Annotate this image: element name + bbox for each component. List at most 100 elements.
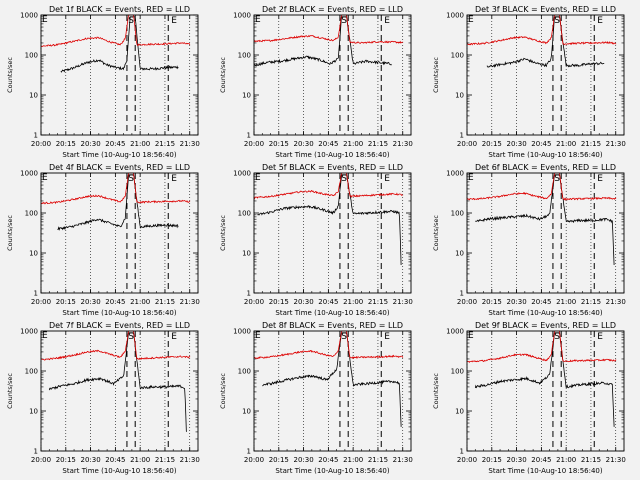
marker-e-right: E xyxy=(171,174,177,184)
y-axis-label: Counts/sec xyxy=(219,57,227,93)
plot-frame xyxy=(253,172,412,294)
y-tick-label: 1 xyxy=(460,132,464,140)
y-tick-label: 1000 xyxy=(20,170,38,178)
y-tick-label: 1 xyxy=(460,290,464,298)
series-lld-line xyxy=(253,330,404,360)
x-tick-label: 21:15 xyxy=(155,140,175,148)
x-axis-label: Start Time (10-Aug-10 18:56:40) xyxy=(62,309,176,317)
x-tick-label: 21:15 xyxy=(155,298,175,306)
x-tick-label: 20:30 xyxy=(506,456,526,464)
y-tick-label: 10 xyxy=(242,408,251,416)
y-axis-label: Counts/sec xyxy=(432,57,440,93)
x-tick-label: 20:45 xyxy=(531,298,551,306)
x-tick-label: 21:00 xyxy=(556,140,576,148)
marker-s: S xyxy=(554,16,560,26)
y-axis-label: Counts/sec xyxy=(219,215,227,251)
x-tick-label: 20:45 xyxy=(318,140,338,148)
marker-s: S xyxy=(554,332,560,342)
y-tick-label: 1 xyxy=(34,448,38,456)
plot-frame xyxy=(466,14,625,136)
panel-det-4: Det 4f BLACK = Events, RED = LLD Counts/s… xyxy=(6,163,200,317)
y-tick-label: 1000 xyxy=(233,170,251,178)
marker-e-right: E xyxy=(384,16,390,26)
x-tick-label: 21:15 xyxy=(368,456,388,464)
x-tick-label: 20:30 xyxy=(293,140,313,148)
panel-det-8: Det 8f BLACK = Events, RED = LLD Counts/s… xyxy=(219,321,413,475)
panel-title: Det 7f BLACK = Events, RED = LLD xyxy=(49,321,190,330)
panel-det-3: Det 3f BLACK = Events, RED = LLD Counts/s… xyxy=(432,5,626,159)
x-tick-label: 20:00 xyxy=(457,298,477,306)
x-tick-label: 20:15 xyxy=(269,456,289,464)
x-tick-label: 20:00 xyxy=(244,140,264,148)
x-tick-label: 21:30 xyxy=(393,298,413,306)
marker-s: S xyxy=(128,174,134,184)
y-axis-label: Counts/sec xyxy=(6,215,14,251)
marker-s: S xyxy=(341,332,347,342)
y-tick-label: 10 xyxy=(455,250,464,258)
series-lld-line xyxy=(466,14,617,46)
y-tick-label: 100 xyxy=(238,52,251,60)
x-axis-label: Start Time (10-Aug-10 18:56:40) xyxy=(275,467,389,475)
x-axis-label: Start Time (10-Aug-10 18:56:40) xyxy=(275,151,389,159)
x-tick-label: 20:15 xyxy=(482,456,502,464)
panel-det-7: Det 7f BLACK = Events, RED = LLD Counts/s… xyxy=(6,321,200,475)
panel-det-5: Det 5f BLACK = Events, RED = LLD Counts/s… xyxy=(219,163,413,317)
x-tick-label: 20:00 xyxy=(31,298,51,306)
x-tick-label: 20:30 xyxy=(506,298,526,306)
x-tick-label: 21:00 xyxy=(556,298,576,306)
x-tick-label: 20:45 xyxy=(318,298,338,306)
y-axis-label: Counts/sec xyxy=(6,57,14,93)
x-tick-label: 20:00 xyxy=(457,456,477,464)
panel-title: Det 1f BLACK = Events, RED = LLD xyxy=(49,5,190,14)
x-axis-label: Start Time (10-Aug-10 18:56:40) xyxy=(488,151,602,159)
marker-s: S xyxy=(341,174,347,184)
x-tick-label: 20:30 xyxy=(80,298,100,306)
plot-frame xyxy=(253,14,412,136)
x-tick-label: 20:00 xyxy=(457,140,477,148)
x-tick-label: 21:15 xyxy=(155,456,175,464)
x-tick-label: 21:30 xyxy=(606,456,626,464)
y-tick-label: 1000 xyxy=(20,12,38,20)
y-tick-label: 1000 xyxy=(233,12,251,20)
y-tick-label: 1000 xyxy=(446,328,464,336)
x-tick-label: 21:30 xyxy=(393,456,413,464)
x-axis-label: Start Time (10-Aug-10 18:56:40) xyxy=(488,467,602,475)
y-tick-label: 10 xyxy=(242,92,251,100)
x-tick-label: 21:30 xyxy=(393,140,413,148)
y-axis-label: Counts/sec xyxy=(432,215,440,251)
x-tick-label: 20:15 xyxy=(56,298,76,306)
x-axis-label: Start Time (10-Aug-10 18:56:40) xyxy=(62,151,176,159)
plot-frame xyxy=(253,330,412,452)
marker-e-right: E xyxy=(597,332,603,342)
series-events-line xyxy=(262,332,402,427)
series-events-line xyxy=(48,332,187,432)
x-tick-label: 20:30 xyxy=(293,456,313,464)
x-tick-label: 20:15 xyxy=(269,140,289,148)
x-tick-label: 20:15 xyxy=(269,298,289,306)
series-events-line xyxy=(60,16,179,73)
marker-e-right: E xyxy=(597,16,603,26)
x-tick-label: 21:00 xyxy=(343,456,363,464)
marker-s: S xyxy=(341,16,347,26)
series-events-line xyxy=(253,16,392,67)
x-tick-label: 20:00 xyxy=(31,456,51,464)
y-tick-label: 100 xyxy=(451,368,464,376)
marker-e-left: E xyxy=(468,173,474,183)
series-lld-line xyxy=(466,330,617,363)
series-events-line xyxy=(257,174,402,266)
x-tick-label: 20:45 xyxy=(105,456,125,464)
x-tick-label: 20:45 xyxy=(531,456,551,464)
y-tick-label: 1 xyxy=(247,448,251,456)
x-tick-label: 21:30 xyxy=(606,298,626,306)
series-lld-line xyxy=(253,14,404,45)
x-tick-label: 20:30 xyxy=(506,140,526,148)
x-tick-label: 21:30 xyxy=(180,140,200,148)
plot-frame xyxy=(40,14,199,136)
x-tick-label: 20:15 xyxy=(56,140,76,148)
y-tick-label: 1 xyxy=(34,290,38,298)
y-tick-label: 1000 xyxy=(20,328,38,336)
x-tick-label: 20:30 xyxy=(293,298,313,306)
marker-e-left: E xyxy=(255,15,261,25)
y-tick-label: 1 xyxy=(247,290,251,298)
